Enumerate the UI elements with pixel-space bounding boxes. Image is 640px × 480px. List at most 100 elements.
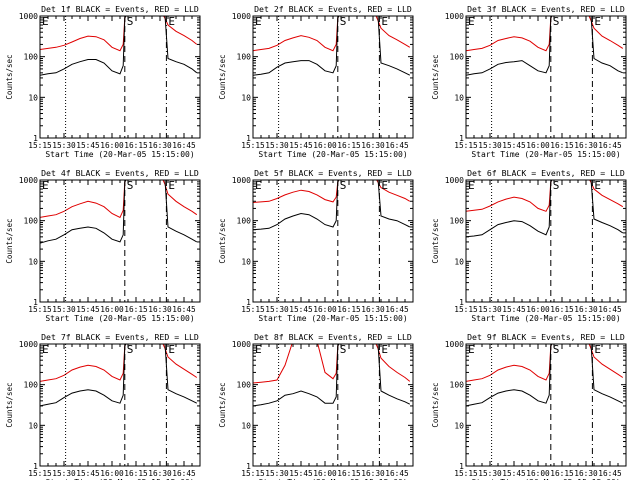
y-tick-label: 10 <box>454 421 464 430</box>
y-tick-label: 100 <box>24 53 39 62</box>
x-tick-label: 16:15 <box>124 305 148 314</box>
time-marker-label: E <box>255 179 262 192</box>
y-axis-label: Counts/sec <box>431 218 440 263</box>
y-tick-label: 10 <box>241 421 251 430</box>
x-tick-label: 16:30 <box>574 469 598 478</box>
time-marker-label: E <box>42 15 49 28</box>
x-tick-label: 16:00 <box>100 141 124 150</box>
time-marker-label: E <box>381 343 388 356</box>
panel-title: Det 6f BLACK = Events, RED = LLD <box>467 168 625 178</box>
x-tick-label: 15:15 <box>241 469 265 478</box>
lld-series-line <box>466 180 624 212</box>
x-tick-label: 15:30 <box>478 141 502 150</box>
x-tick-label: 16:00 <box>526 141 550 150</box>
x-tick-label: 16:30 <box>148 305 172 314</box>
y-tick-label: 100 <box>24 381 39 390</box>
x-tick-label: 15:45 <box>289 141 313 150</box>
panel-title: Det 5f BLACK = Events, RED = LLD <box>254 168 412 178</box>
time-marker-label: E <box>594 343 601 356</box>
x-tick-label: 16:15 <box>337 305 361 314</box>
y-axis-label: Counts/sec <box>218 218 227 263</box>
x-tick-label: 16:15 <box>124 469 148 478</box>
panel-title: Det 1f BLACK = Events, RED = LLD <box>41 4 199 14</box>
x-tick-label: 15:45 <box>76 141 100 150</box>
lld-series-line <box>253 16 411 52</box>
x-tick-label: 16:15 <box>124 141 148 150</box>
x-tick-label: 15:30 <box>265 141 289 150</box>
x-tick-label: 15:15 <box>28 141 52 150</box>
y-tick-label: 1000 <box>232 12 251 21</box>
lld-series-line <box>40 344 198 382</box>
x-axis-label: Start Time (20-Mar-05 15:15:00) <box>258 478 407 480</box>
x-tick-label: 15:30 <box>265 469 289 478</box>
lld-series-line <box>40 16 198 52</box>
y-tick-label: 1 <box>459 462 464 471</box>
y-tick-label: 10 <box>454 93 464 102</box>
y-tick-label: 1000 <box>19 12 38 21</box>
time-marker-label: S <box>340 343 347 356</box>
lld-series-line <box>40 180 198 219</box>
y-tick-label: 10 <box>28 93 38 102</box>
y-tick-label: 1000 <box>232 176 251 185</box>
x-axis-label: Start Time (20-Mar-05 15:15:00) <box>45 314 194 323</box>
x-tick-label: 16:15 <box>550 305 574 314</box>
x-tick-label: 15:30 <box>478 469 502 478</box>
events-series-line <box>253 16 411 76</box>
x-tick-label: 16:30 <box>574 305 598 314</box>
time-marker-label: E <box>42 343 49 356</box>
events-series-line <box>40 344 198 407</box>
y-tick-label: 1 <box>246 298 251 307</box>
x-tick-label: 15:30 <box>478 305 502 314</box>
lld-series-line <box>253 180 411 203</box>
y-axis-label: Counts/sec <box>218 54 227 99</box>
time-marker-label: E <box>168 343 175 356</box>
y-tick-label: 10 <box>241 93 251 102</box>
y-tick-label: 1 <box>33 134 38 143</box>
x-tick-label: 16:00 <box>313 141 337 150</box>
y-tick-label: 10 <box>28 257 38 266</box>
y-tick-label: 1 <box>246 462 251 471</box>
y-tick-label: 1 <box>33 298 38 307</box>
y-tick-label: 1 <box>459 134 464 143</box>
time-marker-label: E <box>468 15 475 28</box>
y-tick-label: 10 <box>454 257 464 266</box>
y-tick-label: 1000 <box>19 176 38 185</box>
time-marker-label: S <box>553 179 560 192</box>
time-marker-label: E <box>168 15 175 28</box>
y-tick-label: 1000 <box>445 12 464 21</box>
y-axis-label: Counts/sec <box>431 54 440 99</box>
plot-frame <box>465 15 627 139</box>
x-tick-label: 16:00 <box>313 305 337 314</box>
x-tick-label: 15:15 <box>28 305 52 314</box>
time-marker-label: E <box>594 179 601 192</box>
events-series-line <box>40 180 198 244</box>
x-tick-label: 15:15 <box>454 305 478 314</box>
time-marker-label: S <box>553 15 560 28</box>
events-series-line <box>466 16 623 76</box>
x-tick-label: 16:00 <box>313 469 337 478</box>
x-axis-label: Start Time (20-Mar-05 15:15:00) <box>45 478 194 480</box>
y-tick-label: 100 <box>237 381 252 390</box>
y-tick-label: 100 <box>450 217 465 226</box>
x-tick-label: 15:45 <box>76 305 100 314</box>
x-axis-label: Start Time (20-Mar-05 15:15:00) <box>471 314 620 323</box>
x-tick-label: 16:45 <box>385 305 409 314</box>
events-series-line <box>466 344 624 407</box>
x-tick-label: 16:45 <box>385 469 409 478</box>
x-tick-label: 16:00 <box>526 469 550 478</box>
plot-frame <box>252 343 414 467</box>
x-tick-label: 16:30 <box>361 305 385 314</box>
x-tick-label: 16:15 <box>337 469 361 478</box>
panel-title: Det 2f BLACK = Events, RED = LLD <box>254 4 412 14</box>
y-tick-label: 100 <box>24 217 39 226</box>
panel-title: Det 4f BLACK = Events, RED = LLD <box>41 168 199 178</box>
y-axis-label: Counts/sec <box>5 218 14 263</box>
y-axis-label: Counts/sec <box>5 54 14 99</box>
